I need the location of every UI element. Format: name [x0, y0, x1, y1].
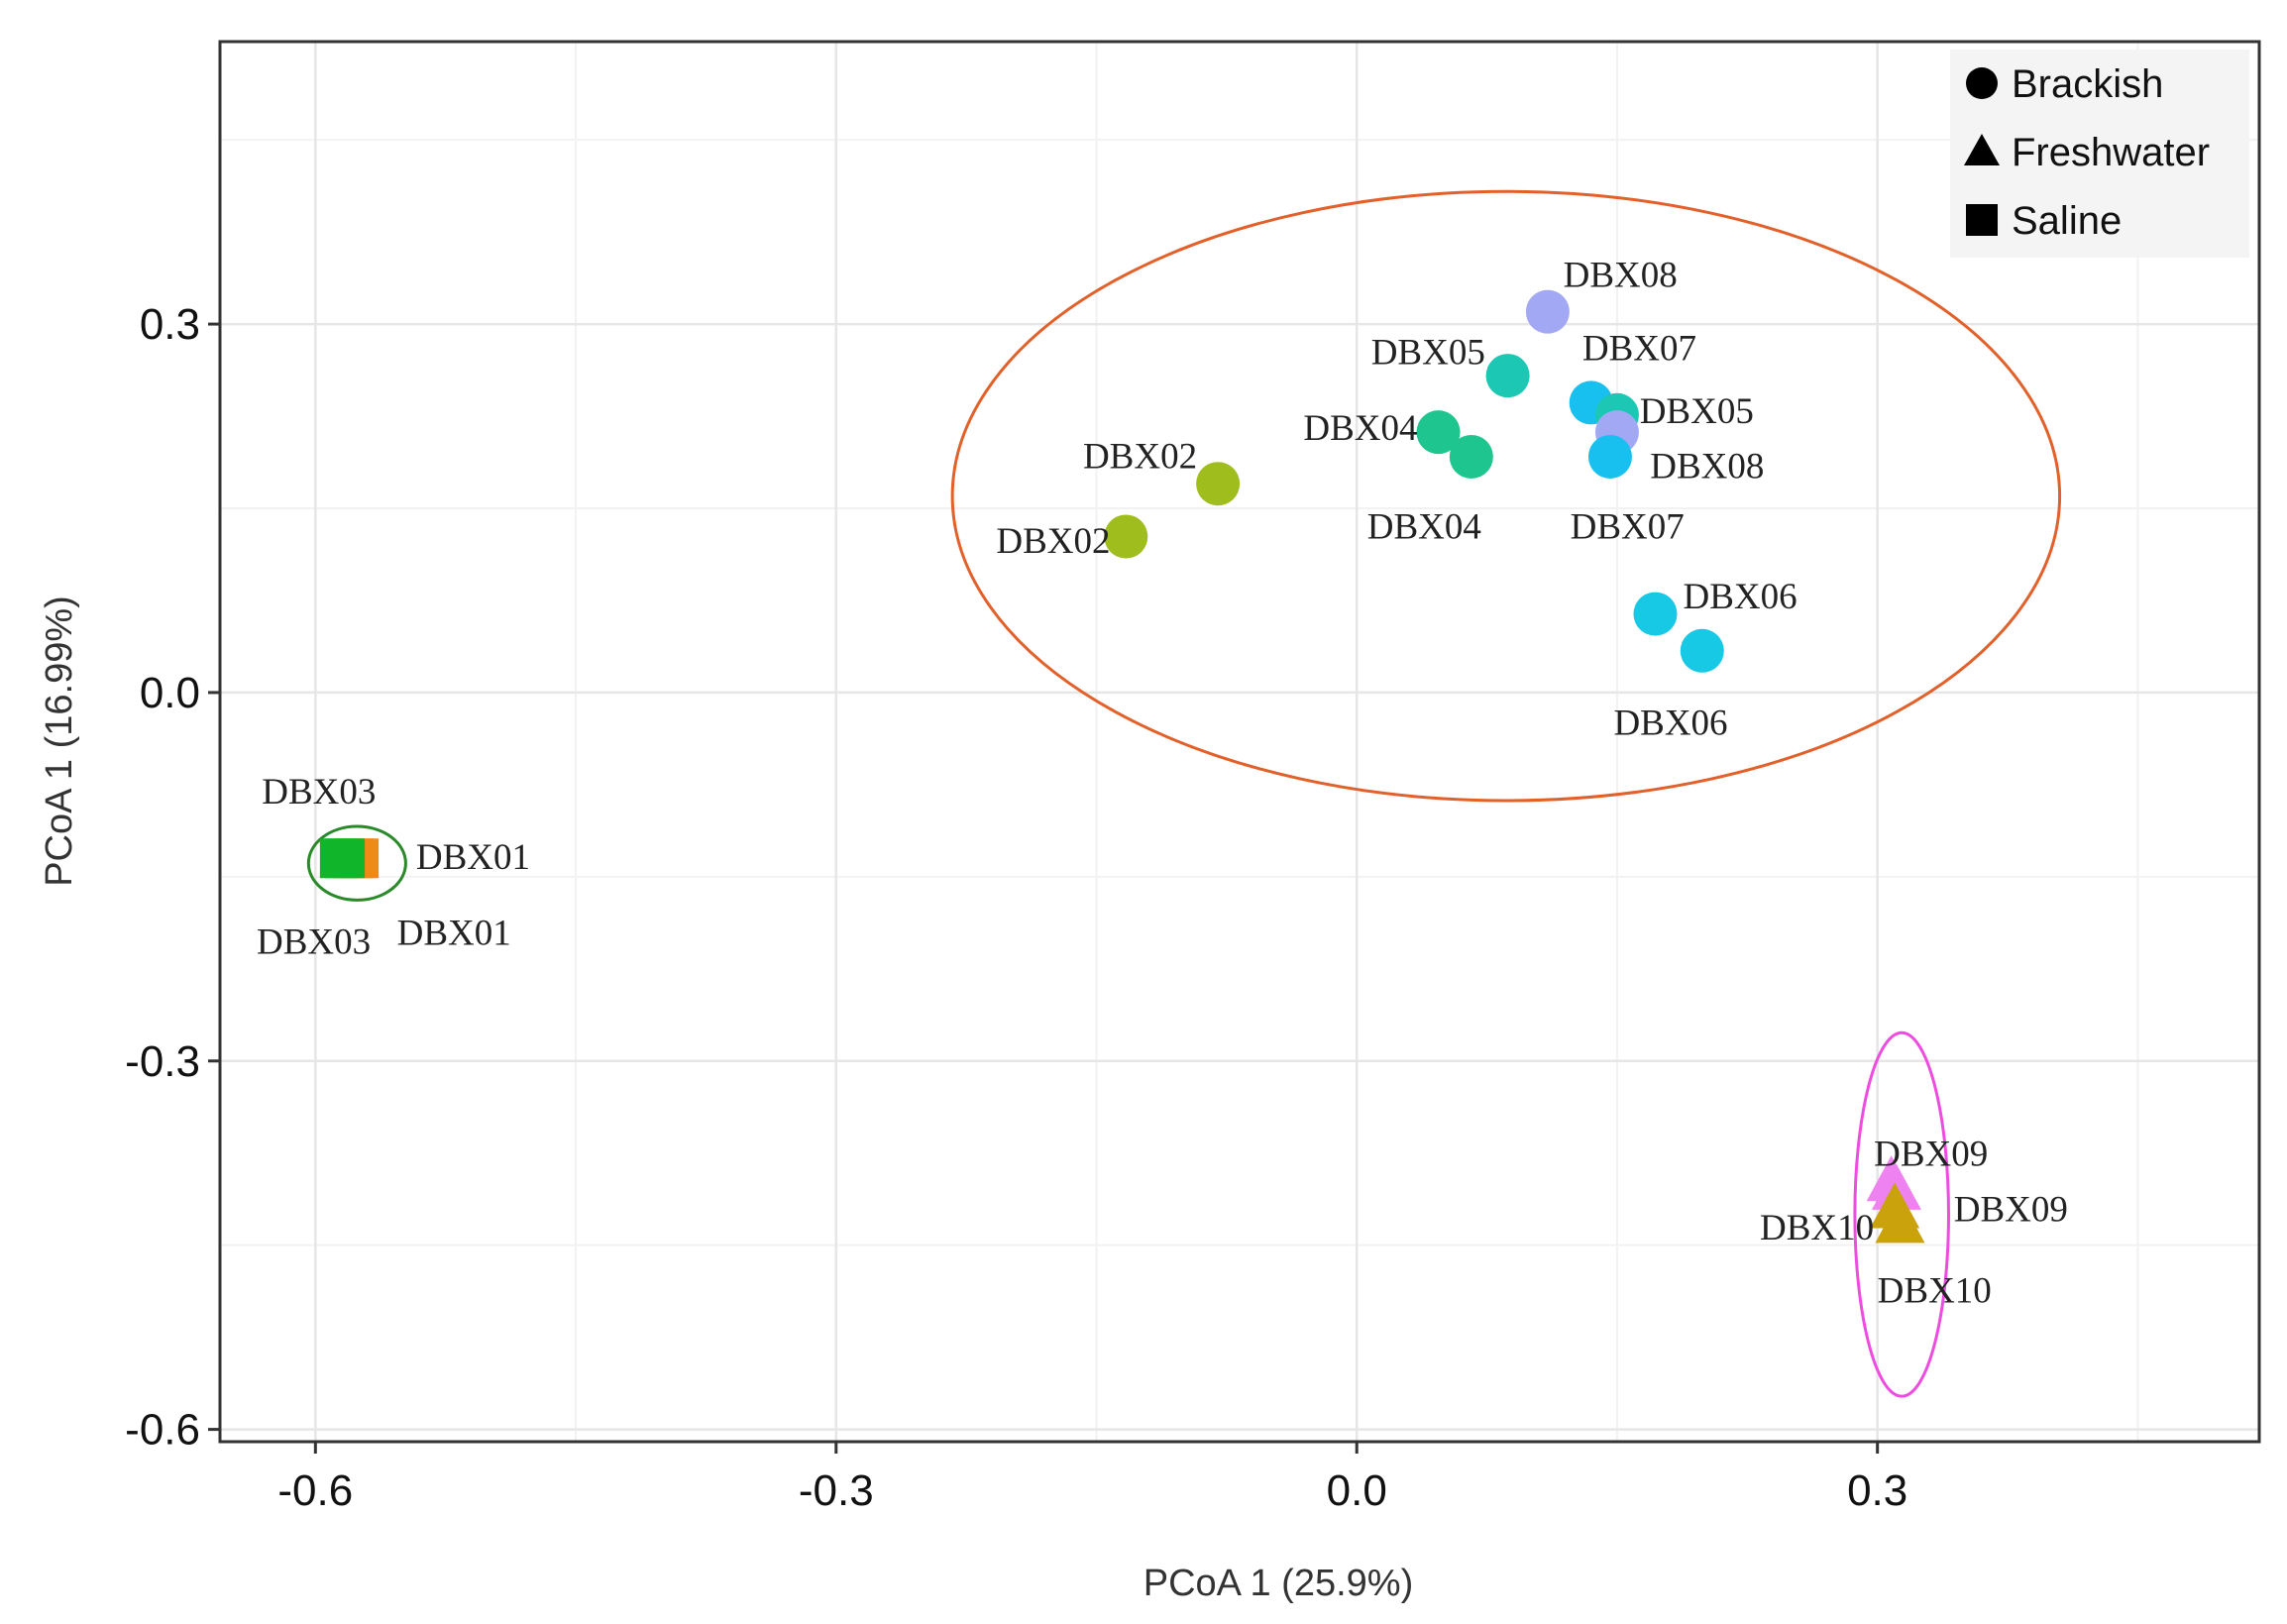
y-axis-ticks: -0.6 -0.3 0.0 0.3: [125, 300, 220, 1455]
point-label: DBX02: [996, 521, 1110, 562]
legend-label: Saline: [2012, 199, 2122, 243]
data-point: [1875, 1197, 1925, 1244]
data-points: [319, 289, 1925, 1244]
point-label: DBX04: [1303, 408, 1417, 449]
point-label: DBX10: [1760, 1208, 1874, 1248]
x-axis-title: PCoA 1 (25.9%): [1144, 1563, 1413, 1604]
data-point: [1680, 628, 1724, 673]
x-tick-label: -0.3: [799, 1466, 874, 1515]
point-label: DBX10: [1878, 1270, 1992, 1311]
y-tick-label: 0.0: [140, 669, 200, 717]
point-label: DBX09: [1954, 1190, 2068, 1231]
point-label: DBX06: [1684, 577, 1797, 617]
x-tick-label: 0.3: [1847, 1466, 1907, 1515]
y-tick-label: -0.3: [125, 1037, 200, 1086]
y-tick-label: -0.6: [125, 1406, 200, 1455]
legend-background: [1950, 50, 2249, 258]
legend-key-triangle: [1964, 134, 2000, 165]
legend-key-circle: [1966, 67, 1998, 99]
data-point: [1104, 514, 1148, 559]
data-point: [1416, 410, 1461, 455]
point-label: DBX01: [397, 914, 511, 954]
point-label: DBX08: [1564, 255, 1678, 295]
grid-minor: [220, 42, 2259, 1442]
point-label: DBX03: [262, 772, 376, 812]
point-label: DBX05: [1371, 332, 1485, 373]
point-label: DBX08: [1650, 447, 1764, 487]
legend-label: Brackish: [2012, 62, 2163, 106]
point-label: DBX04: [1367, 506, 1481, 547]
point-label: DBX09: [1874, 1135, 1988, 1175]
point-labels: DBX08 DBX05 DBX07 DBX05 DBX08 DBX07 DBX04 DBX04…: [257, 255, 2068, 1311]
data-point: [1587, 434, 1632, 479]
x-tick-label: 0.0: [1327, 1466, 1387, 1515]
y-axis-title: PCoA 1 (16.99%): [39, 595, 80, 887]
cluster-ellipses: [306, 189, 2062, 1398]
x-axis-ticks: -0.6 -0.3 0.0 0.3: [277, 1442, 1907, 1515]
plot-panel-border: [218, 40, 2261, 1444]
legend-label: Freshwater: [2012, 131, 2210, 174]
grid-major: [220, 42, 2259, 1442]
point-label: DBX06: [1613, 704, 1727, 744]
data-point: [1633, 592, 1678, 636]
data-point: [1196, 462, 1241, 506]
y-tick-label: 0.3: [140, 300, 200, 349]
data-point: [319, 838, 360, 879]
cluster-ellipse: [950, 189, 2062, 803]
point-label: DBX05: [1640, 391, 1754, 432]
cluster-ellipse: [1853, 1030, 1950, 1398]
data-point: [1485, 354, 1530, 398]
data-point: [1525, 289, 1570, 334]
point-label: DBX01: [416, 837, 530, 878]
legend: Brackish Freshwater Saline: [1950, 50, 2249, 258]
data-point: [1449, 434, 1493, 479]
point-label: DBX07: [1571, 506, 1685, 547]
x-tick-label: -0.6: [277, 1466, 353, 1515]
legend-key-square: [1966, 204, 1998, 236]
point-label: DBX07: [1582, 329, 1696, 370]
point-label: DBX03: [257, 921, 371, 962]
point-label: DBX02: [1083, 437, 1197, 478]
cluster-ellipse: [306, 824, 407, 902]
